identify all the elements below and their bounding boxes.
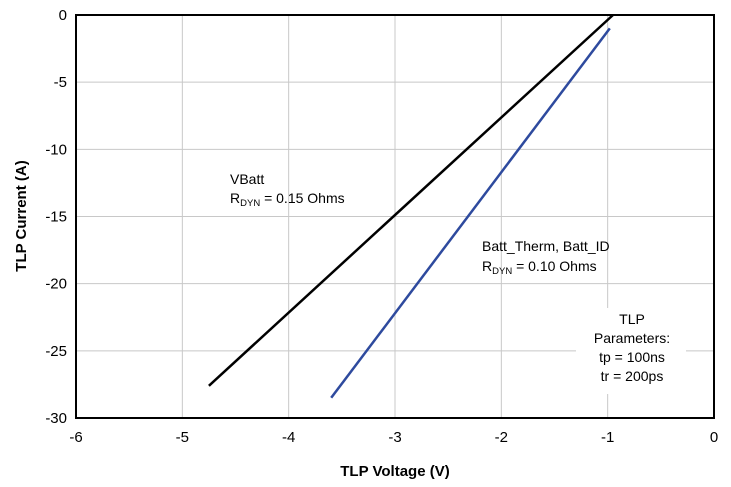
vbatt-label: VBatt	[230, 171, 264, 187]
vbatt-series-line	[208, 14, 614, 387]
x-tick-label: -6	[69, 429, 82, 446]
x-tick-label: -3	[388, 429, 401, 446]
batt-rdyn-value: = 0.10 Ohms	[512, 258, 596, 274]
vbatt-rdyn-value: = 0.15 Ohms	[260, 190, 344, 206]
y-tick-labels: 0 -5 -10 -15 -20 -25 -30	[45, 7, 67, 427]
plot-border	[75, 14, 715, 419]
tlp-params-line-1: TLP	[619, 311, 645, 327]
y-tick-label: -25	[45, 343, 67, 360]
batt-rdyn-r: R	[482, 258, 492, 274]
y-axis-title: TLP Current (A)	[13, 160, 30, 271]
vbatt-rdyn-sub: DYN	[240, 198, 260, 209]
tlp-parameters-box	[576, 308, 686, 394]
vbatt-rdyn-r: R	[230, 190, 240, 206]
y-tick-label: -20	[45, 276, 67, 293]
batt-label: Batt_Therm, Batt_ID	[482, 238, 610, 254]
tlp-params-line-2: Parameters:	[594, 330, 670, 346]
series-lines	[208, 14, 614, 399]
x-tick-label: 0	[710, 429, 718, 446]
batt-rdyn: RDYN = 0.10 Ohms	[482, 258, 597, 277]
tlp-parameters-annotation: TLP Parameters: tp = 100ns tr = 200ps	[576, 308, 686, 394]
x-tick-label: -1	[601, 429, 614, 446]
vbatt-annotation: VBatt RDYN = 0.15 Ohms	[230, 171, 345, 209]
tlp-params-line-4: tr = 200ps	[601, 368, 664, 384]
x-tick-label: -5	[176, 429, 189, 446]
x-tick-label: -2	[495, 429, 508, 446]
x-tick-labels: -6 -5 -4 -3 -2 -1 0	[69, 429, 718, 446]
y-tick-label: -15	[45, 209, 67, 226]
x-tick-label: -4	[282, 429, 295, 446]
batt-rdyn-sub: DYN	[492, 266, 512, 277]
y-tick-label: -5	[54, 74, 67, 91]
tlp-params-line-3: tp = 100ns	[599, 349, 665, 365]
x-axis-title: TLP Voltage (V)	[340, 463, 449, 480]
vbatt-rdyn: RDYN = 0.15 Ohms	[230, 190, 345, 209]
y-tick-label: -30	[45, 410, 67, 427]
y-tick-label: -10	[45, 141, 67, 158]
batt-therm-series-line	[330, 27, 611, 399]
batt-annotation: Batt_Therm, Batt_ID RDYN = 0.10 Ohms	[482, 238, 610, 277]
y-tick-label: 0	[59, 7, 67, 24]
